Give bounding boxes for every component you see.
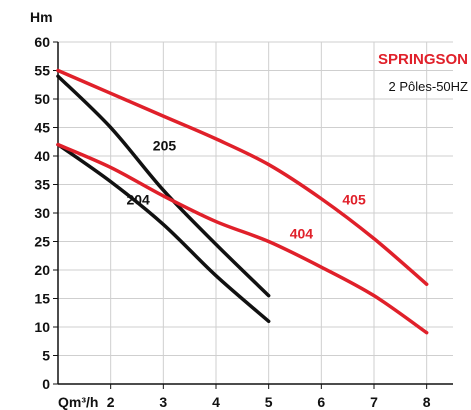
y-tick-label: 50 [34, 91, 50, 107]
y-tick-label: 0 [42, 376, 50, 392]
y-tick-label: 35 [34, 177, 50, 193]
y-tick-label: 55 [34, 63, 50, 79]
series-line-405 [58, 71, 427, 285]
x-tick-label: 8 [423, 394, 431, 410]
y-axis-label: Hm [30, 9, 53, 25]
curve-label-405: 405 [342, 191, 366, 207]
y-tick-label: 10 [34, 319, 50, 335]
x-tick-labels: 2 3 4 5 6 7 8 [107, 394, 431, 410]
curve-label-204: 204 [126, 191, 150, 207]
subtitle-label: 2 Pôles-50HZ [389, 79, 469, 94]
y-tick-label: 40 [34, 148, 50, 164]
x-axis-label: Qm³/h [58, 394, 98, 410]
curve-label-205: 205 [153, 137, 177, 153]
y-tick-label: 25 [34, 234, 50, 250]
y-tick-label: 15 [34, 291, 50, 307]
x-tick-label: 4 [212, 394, 220, 410]
curve-label-404: 404 [290, 226, 314, 242]
y-tick-label: 60 [34, 34, 50, 50]
y-tick-label: 30 [34, 205, 50, 221]
y-tick-label: 5 [42, 348, 50, 364]
x-tick-label: 2 [107, 394, 115, 410]
series-lines [58, 71, 427, 333]
x-tick-label: 6 [317, 394, 325, 410]
x-tick-label: 7 [370, 394, 378, 410]
y-tick-label: 20 [34, 262, 50, 278]
brand-label: SPRINGSON [378, 51, 468, 68]
y-tick-label: 45 [34, 120, 50, 136]
x-tick-label: 5 [265, 394, 273, 410]
y-tick-labels: 0 5 10 15 20 25 30 35 40 45 50 55 60 [34, 34, 50, 392]
x-tick-label: 3 [159, 394, 167, 410]
